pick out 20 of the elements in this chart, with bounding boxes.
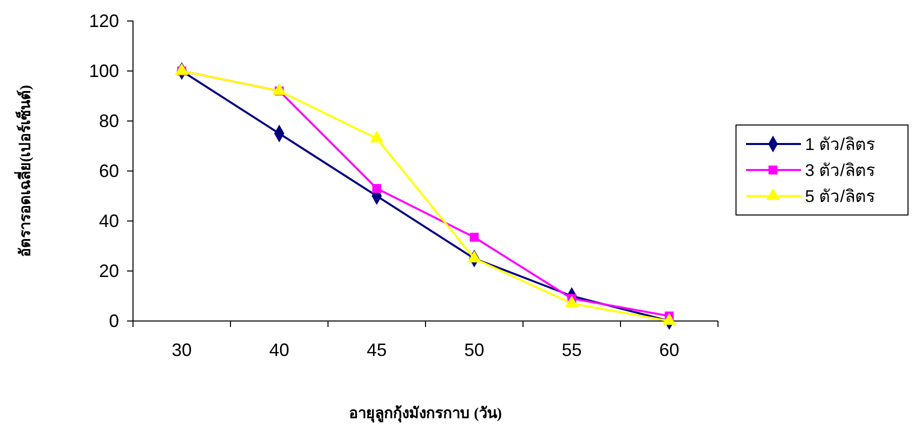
y-axis-title: อัตรารอดเฉลี่ย(เปอร์เซ็นต์) <box>14 85 34 257</box>
x-axis-title: อายุลูกกุ้งมังกรกาบ (วัน) <box>349 405 502 423</box>
legend-label: 5 ตัว/ลิตร <box>805 187 875 206</box>
y-tick-label: 40 <box>98 210 119 231</box>
point <box>470 232 479 242</box>
y-tick-label: 80 <box>98 110 119 131</box>
y-tick-label: 100 <box>88 60 119 81</box>
legend-label: 3 ตัว/ลิตร <box>805 161 875 180</box>
y-tick-label: 120 <box>88 10 119 31</box>
x-tick-label: 45 <box>366 340 387 360</box>
x-tick-label: 60 <box>659 340 680 360</box>
x-tick-label: 50 <box>464 340 484 360</box>
y-tick-label: 60 <box>98 160 119 181</box>
legend-label: 1 ตัว/ลิตร <box>805 135 875 154</box>
x-tick-label: 55 <box>562 340 582 360</box>
x-tick-label: 30 <box>172 340 192 360</box>
y-tick-label: 20 <box>98 260 119 281</box>
y-tick-label: 0 <box>108 310 119 331</box>
point <box>372 184 382 193</box>
x-tick-label: 40 <box>269 340 290 360</box>
